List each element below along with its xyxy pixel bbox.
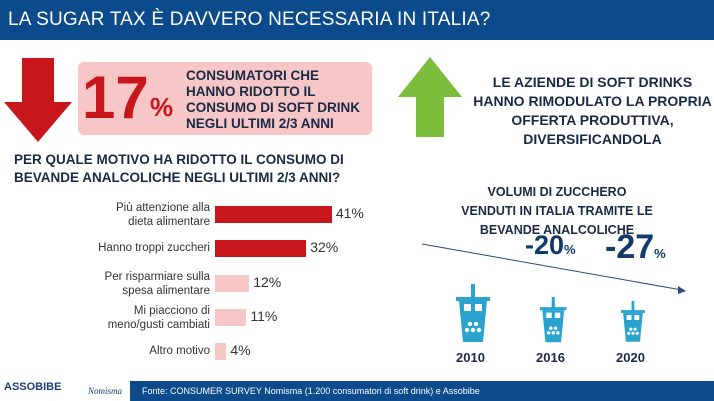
bar-label: Per risparmiare sulla spesa alimentare	[104, 271, 210, 297]
drink-cup-icon	[456, 284, 490, 342]
reduction-unit: %	[654, 246, 666, 261]
bar-label: Mi piacciono di meno/gusti cambiati	[107, 305, 210, 331]
stat-value: 17	[82, 64, 149, 131]
bar-value-label: 41%	[335, 205, 364, 221]
reduction-label: -27%	[605, 228, 666, 267]
year-label: 2020	[616, 350, 645, 365]
reduction-label: -20%	[525, 230, 576, 261]
year-label: 2010	[456, 350, 485, 365]
bar-label: Più attenzione alla dieta alimentare	[116, 202, 210, 228]
source-footer: Fonte: CONSUMER SURVEY Nomisma (1.200 co…	[130, 381, 714, 401]
question-title: PER QUALE MOTIVO HA RIDOTTO IL CONSUMO D…	[14, 152, 344, 185]
stat-text: CONSUMATORI CHE HANNO RIDOTTO IL CONSUMO…	[186, 68, 360, 131]
reduction-unit: %	[564, 242, 576, 257]
trend-arrow	[421, 243, 686, 294]
stat-unit: %	[150, 92, 174, 122]
bar-value-label: 11%	[250, 308, 278, 324]
bar-label: Altro motivo	[149, 345, 210, 357]
sugar-chart-title: VOLUMI DI ZUCCHERO VENDUTI IN ITALIA TRA…	[461, 185, 653, 237]
drink-cup-icon	[621, 301, 645, 342]
bar	[215, 309, 247, 326]
year-label: 2016	[536, 350, 565, 365]
assobibe-logo: ASSOBIBE	[4, 381, 62, 393]
nomisma-logo: Nomisma	[88, 386, 123, 396]
reduction-value: -20	[525, 230, 565, 260]
bar	[215, 240, 307, 257]
bar	[215, 275, 250, 292]
bar	[215, 206, 332, 223]
up-arrow-icon	[398, 57, 462, 137]
drink-cup-icon	[539, 296, 567, 342]
bar	[215, 343, 227, 360]
page-title: LA SUGAR TAX È DAVVERO NECESSARIA IN ITA…	[0, 0, 714, 40]
down-arrow-icon	[4, 58, 72, 142]
reduction-value: -27	[605, 228, 655, 266]
bar-label: Hanno troppi zuccheri	[98, 242, 210, 254]
right-headline: LE AZIENDE DI SOFT DRINKS HANNO RIMODULA…	[473, 74, 712, 147]
stat-box	[78, 62, 372, 135]
bar-value-label: 12%	[253, 274, 282, 290]
bar-value-label: 32%	[310, 239, 339, 255]
bar-value-label: 4%	[230, 342, 251, 358]
